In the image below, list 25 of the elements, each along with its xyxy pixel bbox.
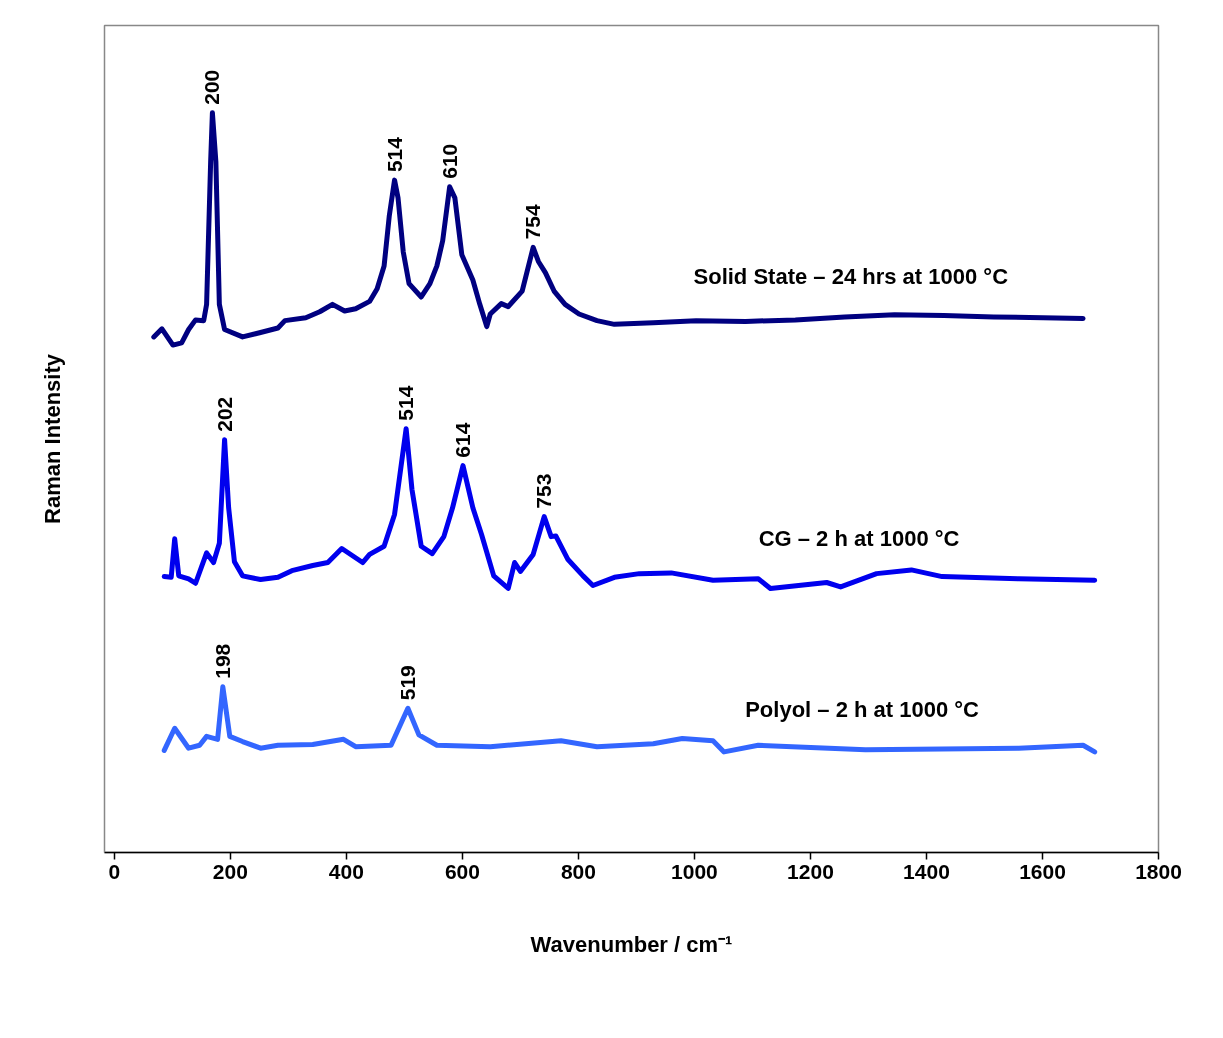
annotation: 198 xyxy=(210,643,234,679)
annotation: 614 xyxy=(450,422,474,458)
series-label: Solid State – 24 hrs at 1000 °C xyxy=(693,263,1009,289)
annotation: 200 xyxy=(200,69,224,105)
x-tick-label: 1400 xyxy=(903,859,950,883)
x-tick-label: 400 xyxy=(328,859,364,883)
x-tick-label: 1200 xyxy=(787,859,834,883)
annotation: 754 xyxy=(521,204,545,240)
x-tick-label: 1800 xyxy=(1135,859,1182,883)
x-axis-title: Wavenumber / cm⁻¹ xyxy=(530,931,733,957)
x-tick-label: 600 xyxy=(444,859,480,883)
annotation: 514 xyxy=(394,385,418,421)
annotation: 519 xyxy=(395,665,419,701)
x-tick-label: 0 xyxy=(108,859,121,883)
x-tick-label: 200 xyxy=(212,859,248,883)
annotation: 753 xyxy=(532,473,556,509)
x-tick-label: 800 xyxy=(560,859,596,883)
series-label: CG – 2 h at 1000 °C xyxy=(758,525,960,551)
annotation: 610 xyxy=(437,143,461,179)
y-axis-title: Raman Intensity xyxy=(39,353,65,524)
annotation: 514 xyxy=(382,136,406,173)
x-tick-label: 1600 xyxy=(1019,859,1066,883)
annotation: 202 xyxy=(212,396,236,432)
x-tick-label: 1000 xyxy=(671,859,718,883)
series-label: Polyol – 2 h at 1000 °C xyxy=(745,697,980,723)
